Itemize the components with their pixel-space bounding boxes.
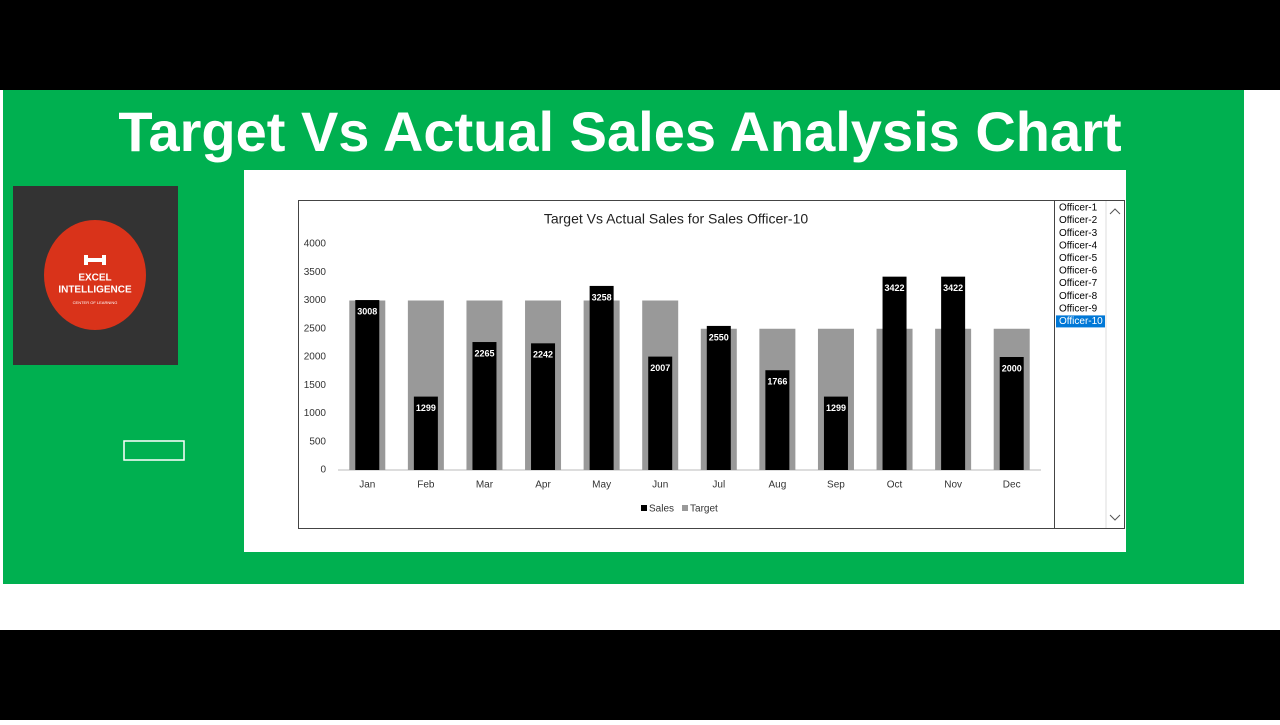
legend-swatch — [682, 505, 689, 511]
bar — [882, 276, 907, 470]
listbox-item[interactable]: Officer-4 — [1059, 240, 1098, 251]
legend-label: Sales — [649, 504, 674, 515]
data-label: 2550 — [709, 332, 729, 342]
data-label: 1766 — [767, 377, 787, 387]
listbox-selection — [1056, 315, 1105, 328]
legend-swatch — [641, 505, 647, 511]
listbox-item[interactable]: Officer-7 — [1059, 278, 1098, 289]
y-tick-label: 2500 — [304, 323, 327, 334]
chart-title: Target Vs Actual Sales for Sales Officer… — [544, 211, 809, 227]
data-label: 3008 — [357, 306, 377, 316]
y-tick-label: 4000 — [304, 239, 327, 250]
bar — [472, 342, 497, 470]
x-tick-label: Jun — [652, 480, 668, 491]
legend-label: Target — [690, 504, 718, 515]
x-tick-label: Jan — [359, 480, 375, 491]
y-tick-label: 2000 — [304, 352, 327, 363]
listbox-item[interactable]: Officer-1 — [1059, 203, 1098, 214]
logo-icon — [84, 255, 106, 265]
bar — [823, 396, 848, 470]
x-tick-label: May — [592, 480, 611, 491]
listbox-item[interactable]: Officer-9 — [1059, 303, 1098, 314]
listbox-item[interactable]: Officer-2 — [1059, 215, 1098, 226]
listbox-item[interactable]: Officer-6 — [1059, 266, 1098, 277]
listbox[interactable] — [1054, 200, 1125, 529]
listbox-item[interactable]: Officer-3 — [1059, 228, 1098, 239]
x-tick-label: Sep — [827, 480, 845, 491]
y-tick-label: 1000 — [304, 408, 327, 419]
bar — [765, 370, 790, 470]
x-tick-label: Oct — [887, 480, 903, 491]
y-tick-label: 3500 — [304, 267, 327, 278]
x-tick-label: Aug — [768, 480, 786, 491]
top-band — [0, 0, 1280, 90]
data-label: 1299 — [826, 403, 846, 413]
data-label: 2000 — [1002, 363, 1022, 373]
data-label: 2007 — [650, 363, 670, 373]
data-label: 1299 — [416, 403, 436, 413]
bar — [589, 285, 614, 470]
listbox-item[interactable]: Officer-8 — [1059, 291, 1098, 302]
x-tick-label: Dec — [1003, 480, 1021, 491]
bar — [648, 356, 673, 470]
x-tick-label: Nov — [944, 480, 962, 491]
cell-selection[interactable] — [123, 440, 185, 461]
x-tick-label: Mar — [476, 480, 494, 491]
x-tick-label: Jul — [712, 480, 725, 491]
y-tick-label: 0 — [320, 465, 326, 476]
scroll-up[interactable] — [1109, 208, 1121, 215]
bar — [531, 343, 556, 470]
data-label: 3258 — [592, 292, 612, 302]
y-tick-label: 3000 — [304, 295, 327, 306]
data-label: 3422 — [885, 283, 905, 293]
logo-text: INTELLIGENCE — [58, 285, 132, 296]
data-label: 2265 — [474, 348, 494, 358]
logo-text: EXCEL — [78, 273, 111, 284]
scroll-down[interactable] — [1109, 514, 1121, 521]
bar — [706, 325, 731, 470]
bar — [941, 276, 966, 470]
data-label: 3422 — [943, 283, 963, 293]
page-title: Target Vs Actual Sales Analysis Chart — [118, 100, 1121, 163]
y-tick-label: 1500 — [304, 380, 327, 391]
x-tick-label: Feb — [417, 480, 435, 491]
logo-tagline: CENTER OF LEARNING — [73, 300, 118, 305]
listbox-item[interactable]: Officer-10 — [1059, 316, 1103, 327]
y-tick-label: 500 — [309, 436, 326, 447]
data-label: 2242 — [533, 350, 553, 360]
bottom-band — [0, 630, 1280, 720]
bar — [355, 300, 380, 470]
logo-circle — [44, 220, 146, 330]
listbox-item[interactable]: Officer-5 — [1059, 253, 1098, 264]
x-tick-label: Apr — [535, 480, 551, 491]
bar — [999, 357, 1024, 470]
bar — [413, 396, 438, 470]
